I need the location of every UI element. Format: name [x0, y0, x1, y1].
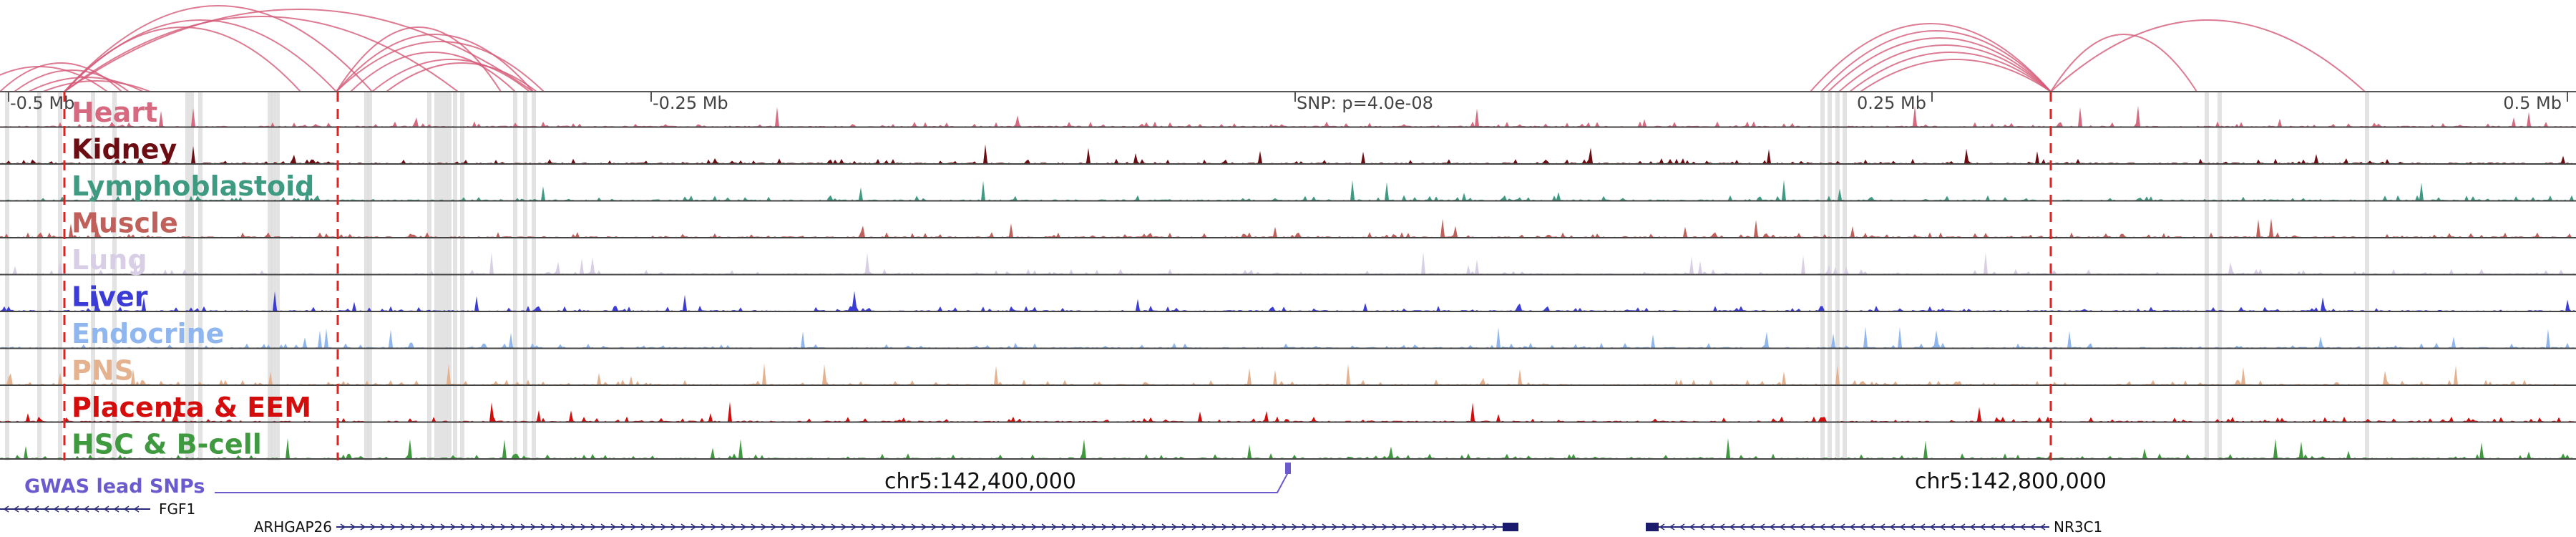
highlight-region — [1820, 92, 1825, 460]
track-label: PNS — [72, 355, 134, 387]
track-signal-lymphoblastoid — [0, 180, 2576, 201]
interaction-arc — [64, 9, 534, 92]
interaction-arc — [64, 16, 459, 92]
coordinate-label: chr5:142,800,000 — [1915, 469, 2107, 494]
track-signal-placenta-eem — [0, 402, 2576, 422]
track-label: Lung — [72, 244, 147, 276]
scale-label: 0.25 Mb — [1857, 93, 1926, 113]
gene-label: NR3C1 — [2054, 518, 2102, 536]
interaction-arc — [336, 34, 534, 92]
track-label: Endocrine — [72, 318, 224, 349]
interaction-arc — [64, 19, 337, 92]
interaction-arc — [42, 80, 151, 92]
highlight-region — [443, 92, 447, 460]
highlight-region — [453, 92, 457, 460]
track-label: Liver — [72, 281, 148, 313]
interaction-arc — [1849, 52, 2051, 92]
track-signal-pns — [0, 363, 2576, 385]
coordinate-label: chr5:142,400,000 — [884, 469, 1076, 494]
highlight-region — [1828, 92, 1832, 460]
gwas-snp-marker[interactable] — [1285, 463, 1291, 474]
highlight-region — [1835, 92, 1840, 460]
interaction-arc — [350, 52, 516, 92]
highlight-region — [523, 92, 527, 460]
gene-exon — [1503, 523, 1518, 531]
interaction-arc — [1810, 23, 2051, 92]
highlight-region — [112, 92, 117, 460]
highlight-region — [275, 92, 280, 460]
track-signal-endocrine — [0, 326, 2576, 349]
track-signal-hsc-b-cell — [0, 438, 2576, 459]
scale-label: -0.25 Mb — [653, 93, 728, 113]
highlight-region — [91, 92, 95, 460]
highlight-region — [58, 92, 62, 460]
scale-label: SNP: p=4.0e-08 — [1297, 93, 1433, 113]
highlight-region — [434, 92, 439, 460]
highlight-region — [460, 92, 464, 460]
highlight-region — [364, 92, 369, 460]
track-signal-kidney — [0, 144, 2576, 164]
track-label: HSC & B-cell — [72, 429, 262, 460]
gene-exon — [1646, 523, 1659, 531]
highlight-region — [185, 92, 190, 460]
scale-label: 0.5 Mb — [2503, 93, 2562, 113]
track-label: Lymphoblastoid — [72, 170, 314, 202]
interaction-arc — [386, 62, 537, 92]
track-signal-heart — [0, 105, 2576, 127]
highlight-region — [532, 92, 536, 460]
highlight-region — [268, 92, 272, 460]
track-signal-lung — [0, 251, 2576, 275]
track-label: Placenta & EEM — [72, 392, 311, 423]
interaction-arc — [371, 59, 530, 92]
gene-label: ARHGAP26 — [254, 518, 332, 536]
highlight-region — [447, 92, 452, 460]
highlight-region — [1843, 92, 1847, 460]
highlight-region — [2365, 92, 2369, 460]
track-signal-liver — [0, 291, 2576, 311]
track-label: Kidney — [72, 134, 177, 165]
highlight-region — [5, 92, 9, 460]
gene-label: FGF1 — [159, 500, 195, 518]
interaction-arc — [2050, 34, 2197, 92]
highlight-region — [439, 92, 443, 460]
gene-strand-arrows — [340, 523, 1508, 531]
highlight-region — [198, 92, 203, 460]
interaction-arc — [1828, 37, 2051, 92]
interaction-arc — [1860, 59, 2051, 92]
highlight-region — [368, 92, 372, 460]
interaction-arc — [1838, 44, 2051, 92]
track-label: Muscle — [72, 208, 178, 239]
gwas-connector — [215, 472, 1289, 493]
interaction-arc — [2050, 19, 2366, 92]
interaction-arc — [64, 5, 373, 92]
highlight-region — [427, 92, 431, 460]
gene-strand-arrows — [3, 505, 140, 513]
highlight-region — [2218, 92, 2222, 460]
highlight-region — [190, 92, 194, 460]
highlight-region — [37, 92, 42, 460]
highlight-region — [271, 92, 275, 460]
interaction-arc — [336, 41, 545, 92]
highlight-region — [2205, 92, 2209, 460]
interaction-arc — [336, 26, 502, 92]
track-signal-muscle — [0, 218, 2576, 238]
highlight-region — [513, 92, 517, 460]
track-label: Heart — [72, 97, 157, 128]
gwas-track-label: GWAS lead SNPs — [24, 475, 205, 498]
interaction-arc — [1820, 30, 2051, 92]
